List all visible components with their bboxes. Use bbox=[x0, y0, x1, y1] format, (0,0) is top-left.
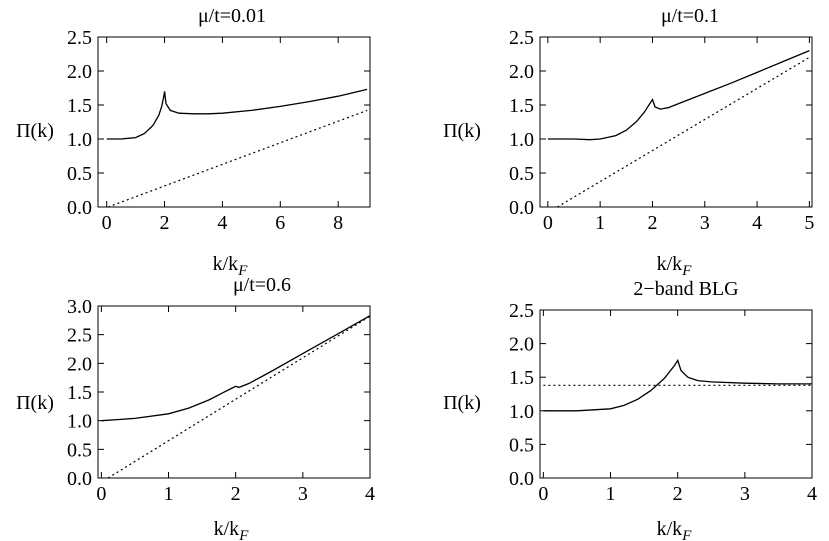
y-axis-label: Π(k) bbox=[16, 120, 54, 142]
chart-title: μ/t=0.6 bbox=[233, 274, 291, 296]
x-axis-label: k/kF bbox=[214, 518, 250, 541]
x-tick-label: 0 bbox=[102, 212, 112, 234]
x-tick-label: 4 bbox=[807, 483, 817, 505]
y-tick-label: 2.5 bbox=[509, 300, 534, 322]
x-tick-label: 5 bbox=[804, 212, 814, 234]
y-tick-label: 0.5 bbox=[67, 163, 92, 185]
x-tick-label: 1 bbox=[606, 483, 616, 505]
y-tick-label: 2.0 bbox=[67, 61, 92, 83]
series-dotted-line bbox=[107, 109, 368, 208]
x-tick-label: 2 bbox=[673, 483, 683, 505]
series-solid-line bbox=[106, 88, 368, 140]
y-tick-label: 0.5 bbox=[67, 439, 92, 461]
series-dotted-line bbox=[556, 56, 810, 208]
y-tick-label: 1.0 bbox=[67, 411, 92, 433]
y-tick-label: 2.0 bbox=[509, 61, 534, 83]
y-tick-label: 2.5 bbox=[67, 325, 92, 347]
plot-frame bbox=[539, 36, 813, 208]
x-axis-label: k/kF bbox=[657, 518, 693, 541]
series-dotted-line bbox=[107, 315, 371, 479]
y-axis-label: Π(k) bbox=[443, 120, 481, 142]
chart-panel-1: 0 2 4 6 8 0.0 0.5 1.0 1.5 2.0 2.5 μ/t=0.01 k/kF Π(k) bbox=[16, 5, 371, 279]
x-tick-label: 2 bbox=[647, 212, 657, 234]
x-tick-label: 4 bbox=[752, 212, 762, 234]
y-tick-label: 2.5 bbox=[67, 27, 92, 49]
x-tick-label: 3 bbox=[298, 483, 308, 505]
chart-title: 2−band BLG bbox=[633, 278, 738, 300]
y-tick-label: 1.5 bbox=[509, 95, 534, 117]
x-tick-label: 0 bbox=[96, 483, 106, 505]
chart-panel-2: 0 1 2 3 4 5 0.0 0.5 1.0 1.5 2.0 2.5 μ/t=0.1 k/kF Π(k) bbox=[443, 5, 814, 279]
x-tick-label: 2 bbox=[231, 483, 241, 505]
plot-frame bbox=[97, 36, 371, 208]
y-tick-label: 1.0 bbox=[509, 401, 534, 423]
series-solid-line bbox=[101, 315, 371, 422]
chart-panel-4: 0 1 2 3 4 0.0 0.5 1.0 1.5 2.0 2.5 2−band BLG k/kF Π(k… bbox=[443, 278, 817, 541]
series-solid-line bbox=[543, 358, 812, 412]
series-solid-line bbox=[547, 49, 810, 141]
x-tick-label: 4 bbox=[365, 483, 375, 505]
x-tick-label: 0 bbox=[538, 483, 548, 505]
y-tick-label: 2.5 bbox=[509, 27, 534, 49]
y-tick-label: 2.0 bbox=[67, 353, 92, 375]
x-tick-label: 4 bbox=[217, 212, 227, 234]
y-tick-label: 0.0 bbox=[509, 197, 534, 219]
chart-title: μ/t=0.1 bbox=[661, 5, 719, 27]
x-tick-label: 1 bbox=[164, 483, 174, 505]
x-tick-label: 1 bbox=[595, 212, 605, 234]
y-tick-label: 1.0 bbox=[67, 129, 92, 151]
x-tick-label: 8 bbox=[333, 212, 343, 234]
y-tick-label: 1.5 bbox=[509, 367, 534, 389]
y-tick-label: 0.0 bbox=[509, 468, 534, 490]
x-tick-label: 3 bbox=[700, 212, 710, 234]
x-axis-label: k/kF bbox=[657, 253, 693, 279]
plot-frame bbox=[97, 305, 371, 479]
y-tick-label: 3.0 bbox=[67, 296, 92, 318]
x-tick-label: 6 bbox=[275, 212, 285, 234]
chart-title: μ/t=0.01 bbox=[198, 5, 266, 27]
x-tick-label: 0 bbox=[543, 212, 553, 234]
y-tick-label: 0.5 bbox=[509, 434, 534, 456]
chart-panel-3: 0 1 2 3 4 0.0 0.5 1.0 1.5 2.0 2.5 3.0 μ/t=0.6 k/kF Π(k… bbox=[16, 274, 375, 541]
y-tick-label: 2.0 bbox=[509, 334, 534, 356]
y-tick-label: 0.5 bbox=[509, 163, 534, 185]
y-tick-label: 1.5 bbox=[67, 382, 92, 404]
y-tick-label: 0.0 bbox=[67, 197, 92, 219]
plot-frame bbox=[539, 309, 813, 479]
x-axis-label: k/kF bbox=[213, 253, 249, 279]
y-tick-label: 1.5 bbox=[67, 95, 92, 117]
y-tick-label: 0.0 bbox=[67, 468, 92, 490]
y-tick-label: 1.0 bbox=[509, 129, 534, 151]
y-axis-label: Π(k) bbox=[443, 392, 481, 414]
x-tick-label: 2 bbox=[160, 212, 170, 234]
y-axis-label: Π(k) bbox=[16, 392, 54, 414]
x-tick-label: 3 bbox=[740, 483, 750, 505]
